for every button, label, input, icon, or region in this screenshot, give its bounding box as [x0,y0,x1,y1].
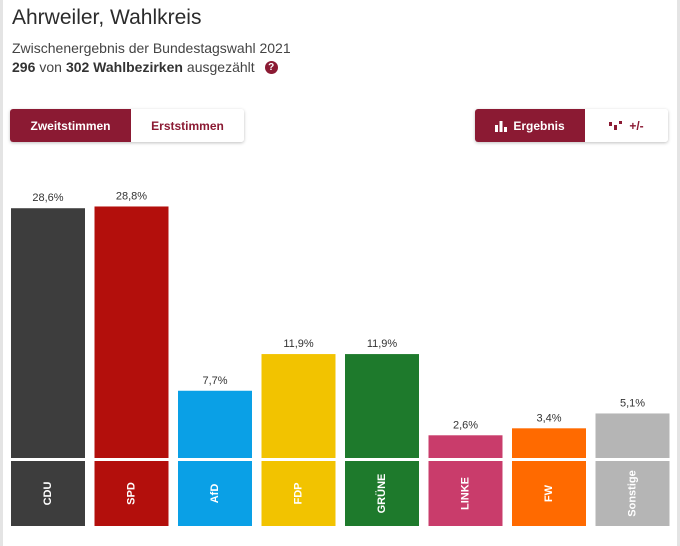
category-label: SPD [126,482,138,505]
erststimmen-button[interactable]: Erststimmen [131,109,244,142]
frame-left-border [0,0,3,546]
frame-right-border [677,0,680,546]
category-label-box [345,461,419,526]
bar-grüne[interactable] [345,354,419,458]
bar-spd[interactable] [94,206,169,458]
page-title: Ahrweiler, Wahlkreis [12,6,202,29]
bar-fdp[interactable] [261,354,336,458]
bar-value-label: 2,6% [453,419,478,431]
counted-of: von [39,59,62,75]
category-label-box [261,461,336,526]
category-label-box [178,461,252,526]
bar-value-label: 28,6% [32,192,63,204]
bar-sonstige[interactable] [595,413,670,458]
counted-suffix: ausgezählt [186,59,255,75]
category-label: FW [543,484,555,502]
bar-afd[interactable] [178,390,252,458]
category-label: GRÜNE [375,474,388,514]
diff-button[interactable]: +/- [585,109,668,142]
help-icon[interactable]: ? [264,60,278,74]
counting-status: 296 von 302 Wahlbezirken ausgezählt ? [12,59,278,75]
category-label: LINKE [460,477,472,510]
diff-chart-icon [609,120,623,130]
category-label-box [11,461,85,526]
category-label-box [512,461,586,526]
view-mode-toggle: Ergebnis +/- [475,109,668,142]
bar-value-label: 3,4% [536,412,561,424]
counted-done: 296 [12,59,36,75]
ergebnis-label: Ergebnis [513,118,565,133]
bar-linke[interactable] [428,435,503,458]
category-label-box [428,461,503,526]
category-label: CDU [42,482,54,506]
bar-fw[interactable] [512,428,586,458]
category-label: FDP [293,483,305,505]
bar-value-label: 7,7% [202,375,227,387]
category-label-box [595,461,670,526]
bar-value-label: 11,9% [283,338,314,350]
bar-value-label: 5,1% [620,397,645,409]
zweitstimmen-button[interactable]: Zweitstimmen [10,109,131,142]
diff-label: +/- [629,118,644,133]
counted-total: 302 Wahlbezirken [65,59,183,75]
ergebnis-button[interactable]: Ergebnis [475,109,585,142]
category-label-box [94,461,169,526]
category-label: AfD [209,484,221,504]
page-subtitle: Zwischenergebnis der Bundestagswahl 2021 [12,40,291,56]
vote-type-toggle: Zweitstimmen Erststimmen [10,109,244,142]
bar-value-label: 11,9% [367,338,398,350]
bar-value-label: 28,8% [116,190,147,202]
category-label: Sonstige [627,470,639,516]
bar-chart-icon [495,120,508,132]
bar-cdu[interactable] [11,208,85,458]
